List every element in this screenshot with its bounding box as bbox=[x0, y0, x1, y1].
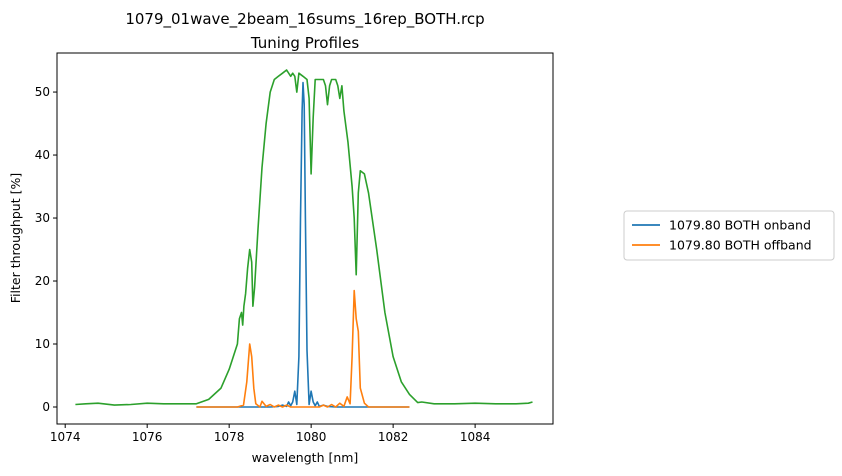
x-tick-label: 1076 bbox=[132, 430, 163, 444]
x-tick-label: 1078 bbox=[214, 430, 245, 444]
y-tick-label: 10 bbox=[35, 337, 50, 351]
legend-label-onband: 1079.80 BOTH onband bbox=[669, 218, 811, 233]
x-tick-label: 1074 bbox=[50, 430, 81, 444]
chart-subtitle: Tuning Profiles bbox=[250, 34, 360, 52]
y-tick-label: 20 bbox=[35, 274, 50, 288]
chart-title: 1079_01wave_2beam_16sums_16rep_BOTH.rcp bbox=[125, 10, 484, 29]
y-axis-ticks: 0 10 20 30 40 50 bbox=[35, 85, 57, 414]
x-tick-label: 1084 bbox=[460, 430, 491, 444]
plot-lines bbox=[75, 69, 533, 408]
legend-label-offband: 1079.80 BOTH offband bbox=[669, 238, 812, 253]
x-tick-label: 1082 bbox=[378, 430, 409, 444]
x-axis-ticks: 1074 1076 1078 1080 1082 1084 bbox=[50, 424, 490, 444]
y-tick-label: 0 bbox=[42, 400, 50, 414]
y-tick-label: 50 bbox=[35, 85, 50, 99]
legend-frame bbox=[623, 210, 835, 261]
plot-frame bbox=[56, 52, 554, 425]
x-axis-label: wavelength [nm] bbox=[252, 450, 359, 465]
x-tick-label: 1080 bbox=[296, 430, 327, 444]
y-axis-label: Filter throughput [%] bbox=[8, 173, 23, 303]
y-tick-label: 40 bbox=[35, 148, 50, 162]
legend: 1079.80 BOTH onband 1079.80 BOTH offband bbox=[623, 210, 835, 261]
y-tick-label: 30 bbox=[35, 211, 50, 225]
series-line-1 bbox=[196, 289, 410, 408]
series-line-2 bbox=[75, 69, 533, 406]
